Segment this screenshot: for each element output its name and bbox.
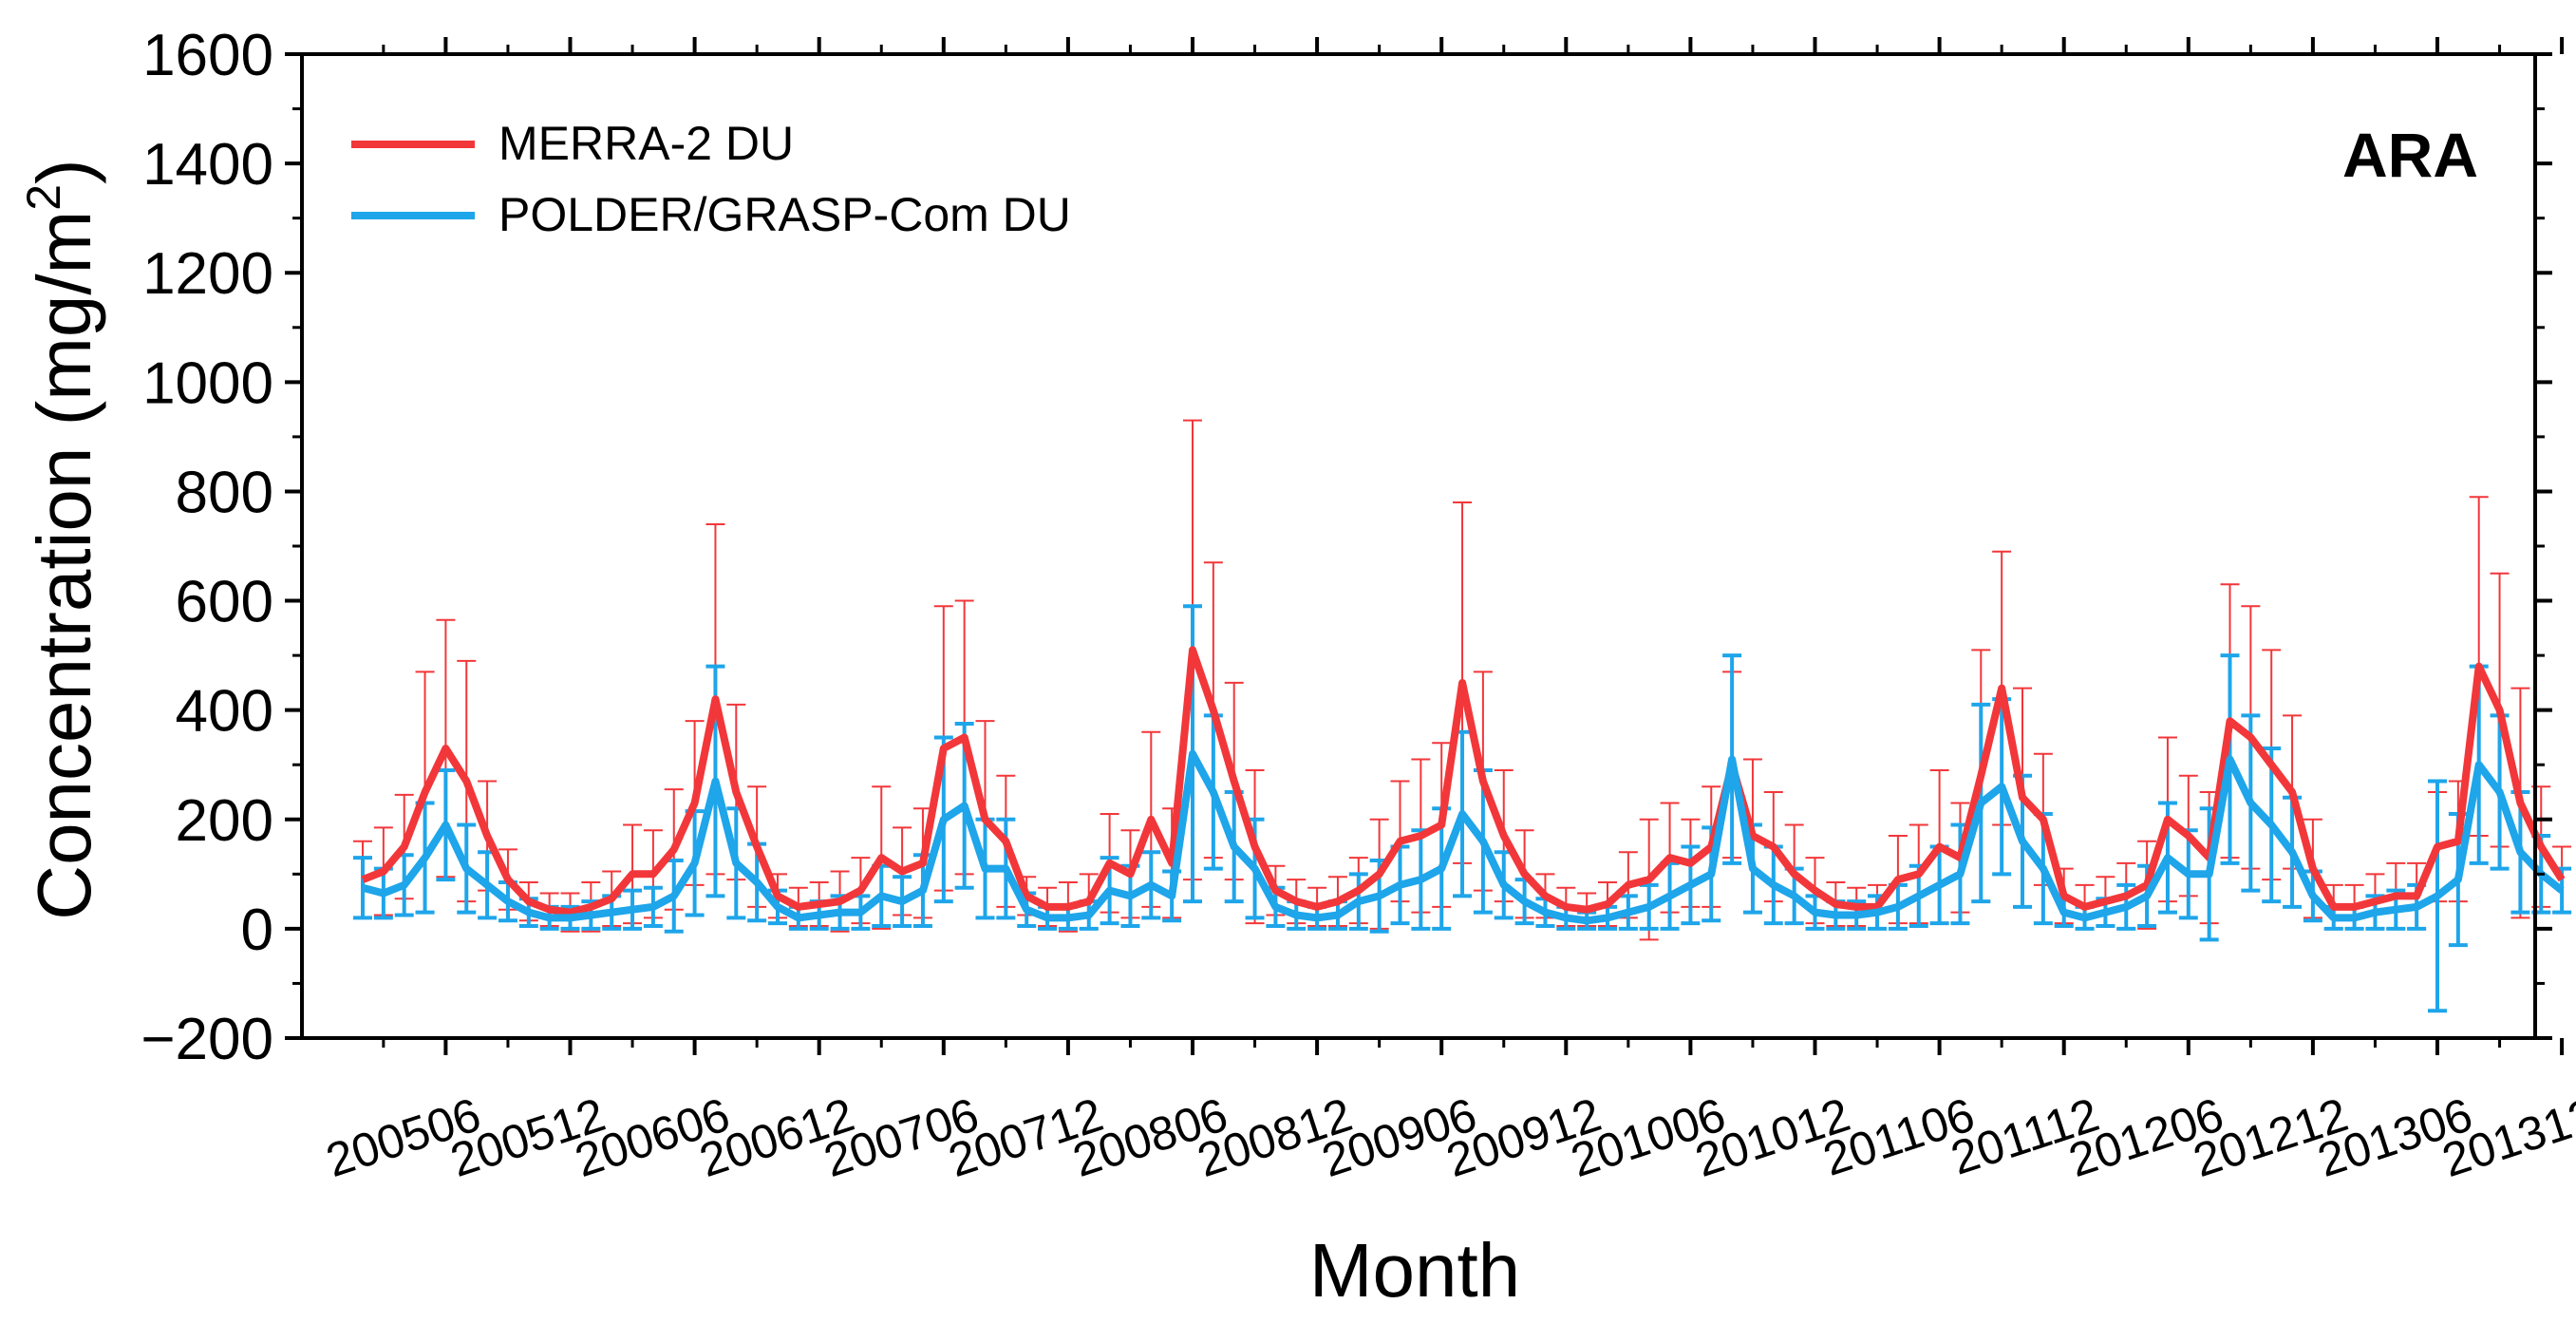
y-axis-title: Concentration (mg/m2) — [17, 159, 106, 919]
legend-label-merra: MERRA-2 DU — [498, 117, 794, 170]
series-lines — [361, 646, 2566, 925]
y-tick-label: 800 — [176, 460, 273, 525]
y-tick-label: 200 — [176, 788, 273, 854]
polder-line — [361, 749, 2565, 925]
panel-label: ARA — [2342, 120, 2478, 190]
y-axis-title-superscript: 2 — [17, 184, 70, 211]
y-axis-title-main: Concentration (mg/m — [22, 211, 106, 920]
y-axis-title-suffix: ) — [22, 159, 106, 184]
y-tick-label: 1600 — [142, 23, 273, 88]
y-tick-label: 0 — [241, 898, 273, 963]
plot-frame — [300, 52, 2537, 1040]
y-tick-label: 1000 — [142, 350, 273, 416]
merra-line — [361, 646, 2566, 917]
y-tick-label: −200 — [141, 1007, 273, 1072]
legend-label-polder: POLDER/GRASP-Com DU — [498, 188, 1071, 241]
y-tick-label: 600 — [176, 570, 273, 635]
y-tick-label: 1200 — [142, 241, 273, 307]
x-axis-title: Month — [1309, 1228, 1520, 1313]
legend: MERRA-2 DU POLDER/GRASP-Com DU — [351, 117, 1071, 241]
y-tick-label: 400 — [176, 679, 273, 745]
y-tick-label: 1400 — [142, 132, 273, 198]
